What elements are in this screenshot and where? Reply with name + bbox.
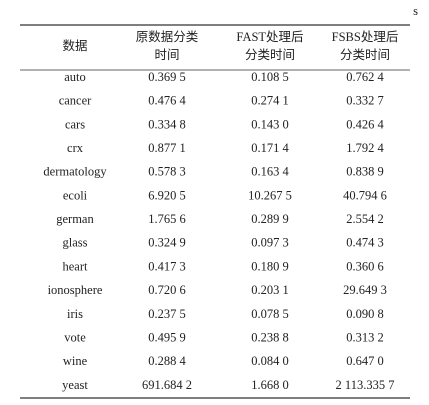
- dataset-name: german: [56, 212, 94, 226]
- time-cell: 0.288 4: [148, 354, 186, 368]
- time-cell: 0.097 3: [251, 236, 289, 250]
- time-cell: 0.762 4: [346, 70, 384, 84]
- time-cell: 6.920 5: [148, 188, 186, 202]
- header-cell: 数据: [62, 38, 87, 53]
- time-cell: 0.108 5: [251, 70, 289, 84]
- time-cell: 0.647 0: [346, 354, 384, 368]
- header-cell: FAST处理后: [236, 30, 303, 44]
- time-cell: 0.078 5: [251, 307, 289, 321]
- time-cell: 29.649 3: [343, 283, 387, 297]
- time-cell: 0.334 8: [148, 117, 186, 131]
- time-cell: 2.554 2: [346, 212, 384, 226]
- dataset-name: cars: [65, 117, 85, 131]
- time-cell: 0.143 0: [251, 117, 289, 131]
- time-cell: 0.237 5: [148, 307, 186, 321]
- time-cell: 0.313 2: [346, 330, 384, 344]
- dataset-name: ionosphere: [48, 283, 103, 297]
- time-cell: 0.720 6: [148, 283, 186, 297]
- time-cell: 0.877 1: [148, 141, 186, 155]
- dataset-name: crx: [67, 141, 84, 155]
- header-cell: FSBS处理后: [332, 30, 399, 44]
- dataset-name: dermatology: [43, 165, 107, 179]
- dataset-name: iris: [67, 307, 83, 321]
- time-cell: 0.084 0: [251, 354, 289, 368]
- dataset-name: vote: [64, 330, 86, 344]
- time-cell: 2 113.335 7: [336, 378, 395, 392]
- time-cell: 0.289 9: [251, 212, 289, 226]
- header-cell: 时间: [154, 48, 179, 62]
- time-cell: 40.794 6: [343, 188, 387, 202]
- time-cell: 0.274 1: [251, 94, 289, 108]
- header-cell: 原数据分类: [136, 29, 199, 44]
- time-cell: 0.474 3: [346, 236, 384, 250]
- time-cell: 0.495 9: [148, 330, 186, 344]
- time-cell: 691.684 2: [142, 378, 192, 392]
- dataset-name: cancer: [59, 94, 92, 108]
- time-cell: 0.838 9: [346, 165, 384, 179]
- dataset-name: heart: [63, 259, 89, 273]
- dataset-name: wine: [63, 354, 88, 368]
- time-cell: 0.171 4: [251, 141, 289, 155]
- dataset-name: ecoli: [63, 188, 88, 202]
- dataset-name: glass: [63, 236, 88, 250]
- time-cell: 1.792 4: [346, 141, 384, 155]
- unit-label: s: [413, 4, 418, 18]
- dataset-name: auto: [64, 70, 86, 84]
- time-cell: 1.765 6: [148, 212, 186, 226]
- time-cell: 0.238 8: [251, 330, 289, 344]
- time-cell: 0.324 9: [148, 236, 186, 250]
- time-cell: 0.360 6: [346, 259, 384, 273]
- time-cell: 0.369 5: [148, 70, 186, 84]
- time-cell: 0.203 1: [251, 283, 289, 297]
- time-cell: 0.578 3: [148, 165, 186, 179]
- time-cell: 0.180 9: [251, 259, 289, 273]
- dataset-name: yeast: [62, 378, 88, 392]
- time-cell: 0.426 4: [346, 117, 384, 131]
- time-cell: 0.332 7: [346, 94, 384, 108]
- time-cell: 0.476 4: [148, 94, 186, 108]
- header-cell: 分类时间: [340, 48, 390, 62]
- header-cell: 分类时间: [245, 48, 295, 62]
- time-cell: 0.090 8: [346, 307, 384, 321]
- time-cell: 10.267 5: [248, 188, 292, 202]
- time-cell: 0.417 3: [148, 259, 186, 273]
- time-cell: 1.668 0: [251, 378, 289, 392]
- time-cell: 0.163 4: [251, 165, 289, 179]
